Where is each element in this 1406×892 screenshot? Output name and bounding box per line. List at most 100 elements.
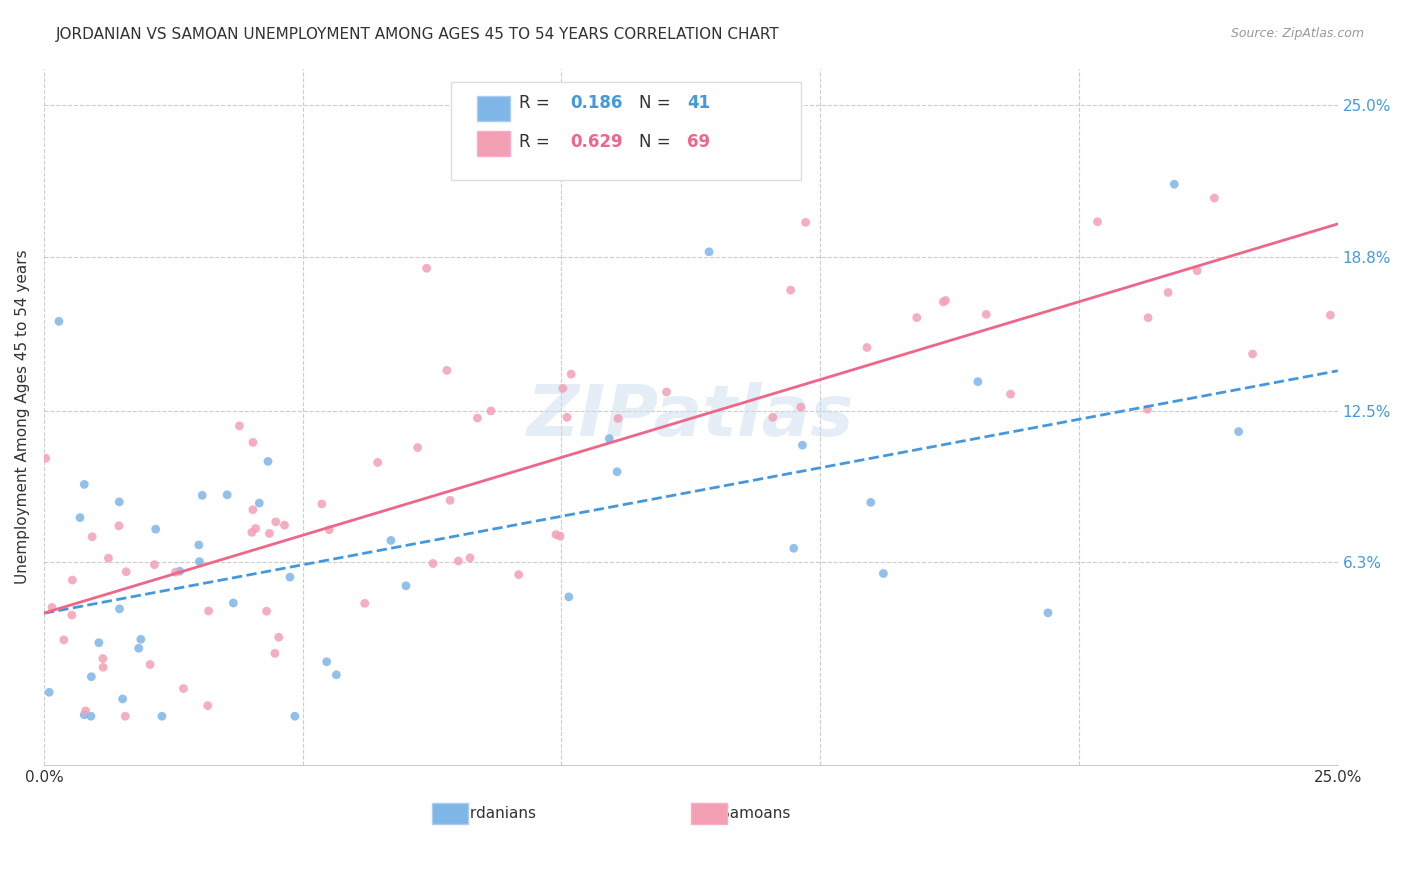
Point [187,538,209,552]
Point [548,529,571,543]
Point [607,411,630,425]
Point [762,410,785,425]
Point [284,709,307,723]
Point [1036,606,1059,620]
Point [779,283,801,297]
Point [794,215,817,229]
Point [1204,191,1226,205]
Point [115,565,138,579]
Point [197,604,219,618]
Point [60,608,83,623]
Point [551,381,574,395]
Point [75,704,97,718]
Point [245,521,267,535]
Point [60,573,83,587]
Point [145,522,167,536]
Point [558,590,581,604]
Point [48,314,70,328]
Point [1319,308,1341,322]
Point [325,667,347,681]
Text: Jordanians: Jordanians [457,806,537,822]
Point [256,604,278,618]
Point [395,579,418,593]
Point [97,551,120,566]
Point [974,307,997,321]
Text: ZIPatlas: ZIPatlas [527,383,855,451]
Point [267,630,290,644]
Text: N =: N = [640,95,676,112]
Point [38,685,60,699]
Point [143,558,166,572]
Text: 69: 69 [688,133,710,151]
Point [91,660,114,674]
Point [73,477,96,491]
Point [436,363,458,377]
FancyBboxPatch shape [478,131,510,155]
Point [560,367,582,381]
Text: 0.186: 0.186 [571,95,623,112]
Point [111,692,134,706]
Point [222,596,245,610]
Point [415,261,437,276]
Y-axis label: Unemployment Among Ages 45 to 54 years: Unemployment Among Ages 45 to 54 years [15,250,30,584]
Point [318,523,340,537]
Point [367,455,389,469]
Point [606,465,628,479]
Point [41,600,63,615]
Point [242,435,264,450]
Point [273,518,295,533]
Point [859,495,882,509]
Point [872,566,894,581]
Point [1227,425,1250,439]
Point [790,400,813,414]
Text: N =: N = [640,133,676,151]
Point [856,341,879,355]
Point [380,533,402,548]
Point [406,441,429,455]
Point [73,707,96,722]
FancyBboxPatch shape [690,804,727,824]
Point [783,541,806,556]
Point [1185,263,1208,277]
Point [128,641,150,656]
Point [108,602,131,616]
Point [1137,310,1160,325]
Point [598,432,620,446]
Point [311,497,333,511]
Point [655,384,678,399]
Point [91,651,114,665]
Point [80,709,103,723]
Text: R =: R = [519,133,555,151]
Text: 41: 41 [688,95,710,112]
Point [87,636,110,650]
Point [257,454,280,468]
Point [52,632,75,647]
FancyBboxPatch shape [478,96,510,120]
Point [108,495,131,509]
Point [263,646,285,660]
Point [150,709,173,723]
Point [129,632,152,647]
Point [242,502,264,516]
Point [197,698,219,713]
Point [139,657,162,672]
Point [932,294,955,309]
Point [217,488,239,502]
Point [467,411,489,425]
Point [278,570,301,584]
Point [264,515,287,529]
Point [1157,285,1180,300]
Point [1000,387,1022,401]
Text: Source: ZipAtlas.com: Source: ZipAtlas.com [1230,27,1364,40]
Text: R =: R = [519,95,555,112]
Text: Samoans: Samoans [720,806,790,822]
Point [165,565,187,579]
Point [439,493,461,508]
Text: 0.629: 0.629 [571,133,623,151]
Point [169,564,191,578]
Point [458,550,481,565]
FancyBboxPatch shape [432,804,468,824]
Point [1136,402,1159,417]
Point [966,375,988,389]
Text: JORDANIAN VS SAMOAN UNEMPLOYMENT AMONG AGES 45 TO 54 YEARS CORRELATION CHART: JORDANIAN VS SAMOAN UNEMPLOYMENT AMONG A… [56,27,780,42]
